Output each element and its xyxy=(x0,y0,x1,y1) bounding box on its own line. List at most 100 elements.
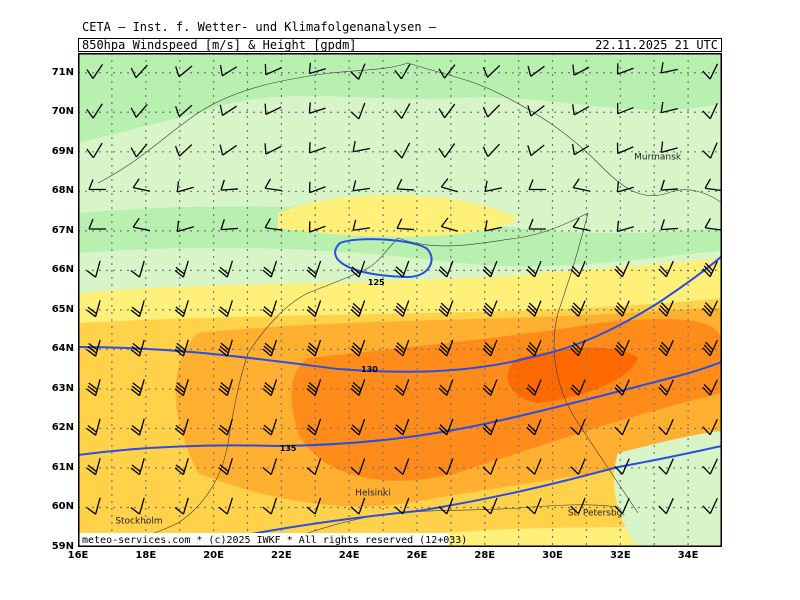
wind-barb xyxy=(660,179,679,191)
lon-label: 30E xyxy=(542,550,563,561)
wind-barb xyxy=(396,218,415,231)
wind-barb xyxy=(394,458,410,475)
wind-barb xyxy=(218,260,234,278)
wind-barb xyxy=(616,181,634,193)
wind-barb xyxy=(658,379,674,396)
wind-barb xyxy=(658,418,674,436)
wind-barb xyxy=(219,65,238,77)
height-contours xyxy=(78,238,722,547)
wind-barb xyxy=(526,260,542,278)
wind-barb xyxy=(614,418,630,436)
wind-barb xyxy=(350,300,366,317)
wind-barb xyxy=(394,339,410,357)
place-label: St. Petersbg. xyxy=(568,508,625,518)
wind-barb xyxy=(352,219,371,231)
lat-label: 62N xyxy=(51,422,74,434)
wind-barb xyxy=(482,418,498,436)
band-moderate-north xyxy=(278,194,518,237)
lon-label: 28E xyxy=(474,550,496,561)
lon-label: 20E xyxy=(203,550,224,561)
wind-barb xyxy=(528,218,546,230)
wind-barb xyxy=(438,458,454,475)
wind-barb xyxy=(394,497,410,515)
wind-barb xyxy=(570,458,586,475)
wind-barb xyxy=(350,102,366,120)
wind-barb xyxy=(394,260,410,278)
wind-barb xyxy=(88,179,106,191)
wind-barb xyxy=(702,102,718,120)
wind-barb xyxy=(614,300,630,317)
wind-barb xyxy=(130,64,148,79)
wind-barb xyxy=(130,379,145,397)
contour-125 xyxy=(334,238,433,279)
wind-barb xyxy=(262,339,278,357)
wind-barb xyxy=(482,339,498,357)
lat-label: 66N xyxy=(51,264,74,276)
wind-barb xyxy=(526,458,542,475)
wind-barb xyxy=(350,63,366,80)
wind-barb xyxy=(132,178,150,192)
wind-barb xyxy=(658,497,674,515)
wind-barbs xyxy=(86,62,722,515)
coastlines xyxy=(97,62,722,547)
wind-barb xyxy=(86,142,103,159)
wind-barb xyxy=(616,63,634,75)
weather-map: 125 130 135 Murmansk Helsinki Stockholm St. Pe… xyxy=(78,53,722,547)
wind-barb xyxy=(264,63,282,76)
wind-barb xyxy=(174,300,189,318)
wind-barb xyxy=(482,497,498,515)
wind-barb xyxy=(572,217,590,232)
wind-barb xyxy=(614,339,630,357)
wind-barb xyxy=(306,418,322,436)
wind-barb xyxy=(528,179,546,191)
wind-barb xyxy=(570,260,586,278)
wind-barb xyxy=(350,260,366,278)
wind-barb xyxy=(130,418,145,436)
credit-text: meteo-services.com * (c)2025 IWKF * All … xyxy=(82,535,467,546)
wind-barb xyxy=(616,142,634,155)
wind-barb xyxy=(218,458,234,476)
contour-135b xyxy=(187,445,722,547)
wind-barb xyxy=(130,260,145,278)
wind-barb xyxy=(262,497,278,515)
wind-barb xyxy=(616,103,634,115)
wind-barb xyxy=(438,103,456,119)
wind-barb xyxy=(174,339,189,357)
wind-barb xyxy=(571,143,590,156)
wind-barb xyxy=(527,105,545,117)
lon-label: 24E xyxy=(338,550,360,561)
wind-barb xyxy=(308,142,326,154)
wind-barb xyxy=(308,221,326,233)
place-label: Murmansk xyxy=(634,153,682,163)
wind-barb xyxy=(175,104,193,117)
lat-label: 71N xyxy=(51,66,74,78)
wind-barb xyxy=(484,220,502,232)
lat-label: 61N xyxy=(51,461,74,473)
wind-barb xyxy=(218,379,234,397)
wind-barb xyxy=(702,260,718,278)
place-label: Stockholm xyxy=(115,516,162,526)
valid-time: 22.11.2025 21 UTC xyxy=(595,38,718,52)
lon-label: 18E xyxy=(135,550,157,561)
wind-barb xyxy=(176,220,194,233)
wind-barb xyxy=(526,497,542,515)
wind-barb xyxy=(438,339,454,357)
wind-barb xyxy=(572,104,590,116)
lat-label: 70N xyxy=(51,106,74,118)
wind-barb xyxy=(308,102,326,114)
wind-barb xyxy=(86,103,103,119)
wind-barb xyxy=(262,379,278,397)
wind-barb xyxy=(394,379,410,396)
wind-barb xyxy=(132,217,150,232)
wind-barb xyxy=(218,339,234,357)
credit-background xyxy=(79,533,449,546)
wind-barb xyxy=(438,260,454,278)
wind-barb xyxy=(219,104,238,117)
contour-135a xyxy=(78,361,722,456)
wind-barb xyxy=(572,64,590,76)
wind-barb xyxy=(394,142,411,159)
wind-barb xyxy=(262,260,278,278)
wind-barb xyxy=(482,64,501,78)
wind-barb xyxy=(174,418,189,436)
wind-barb xyxy=(218,497,234,515)
